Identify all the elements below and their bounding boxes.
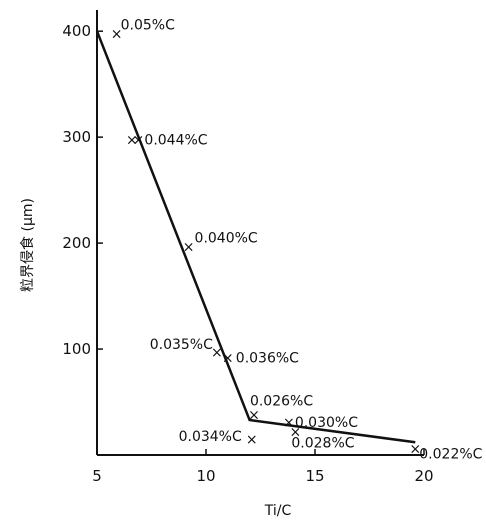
x-ticks: 5 10 15 20 [92,449,434,485]
x-tick-label: 15 [305,467,324,485]
data-point-marker: × [126,132,138,148]
y-ticks: 100 200 300 400 [62,22,103,358]
trend-line [95,30,416,444]
data-point-marker: × [409,442,421,458]
data-point-label: 0.030%C [295,415,358,431]
data-point-label: 0.034%C [179,429,242,445]
axes [96,10,424,456]
x-tick-label: 5 [92,467,102,485]
data-point-marker: × [183,239,195,255]
x-tick-label: 10 [196,467,215,485]
x-tick-label: 20 [414,467,433,485]
y-tick-label: 100 [62,340,91,358]
data-point-marker: × [248,408,260,424]
data-point-label: 0.028%C [291,436,354,452]
y-axis-title: 粒界侵食 (μm) [19,198,36,292]
data-point-label: 0.040%C [195,230,258,246]
data-point-label: 0.036%C [236,351,299,367]
data-point-marker: × [211,345,223,361]
data-point-marker: × [290,425,302,441]
y-tick-label: 200 [62,234,91,252]
data-point-label: 0.026%C [250,394,313,410]
data-point-marker: × [246,432,258,448]
y-tick-label: 400 [62,22,91,40]
data-point-label: 0.05%C [121,17,175,33]
data-point-marker: × [283,415,295,431]
data-point-marker: × [133,132,145,148]
data-points: ×0.05%C×× 0.044%C×0.040%C×0.035%C× 0.036%C… [111,17,483,462]
y-tick-label: 300 [62,128,91,146]
data-point-label: 0.035%C [150,337,213,353]
data-point-marker: × [111,26,123,42]
x-axis-title: Ti/C [264,503,292,519]
data-point-label: 0.022%C [419,447,482,463]
data-point-marker: × [222,351,234,367]
data-point-label: 0.044%C [144,132,207,148]
